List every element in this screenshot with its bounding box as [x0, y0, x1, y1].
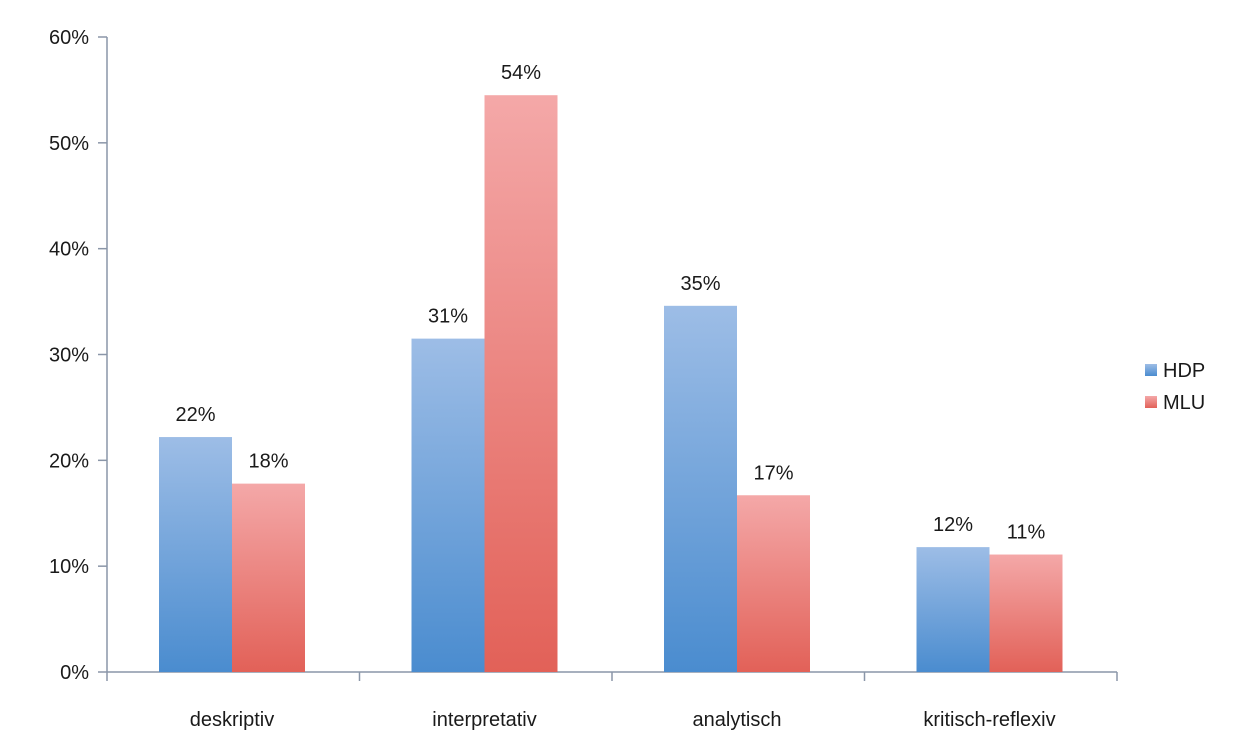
- data-label-mlu-1: 18%: [248, 451, 288, 473]
- data-label-hdp-4: 12%: [933, 514, 973, 536]
- x-category-label: kritisch-reflexiv: [923, 709, 1055, 731]
- y-tick-label: 50%: [49, 133, 89, 155]
- x-category-label: interpretativ: [432, 709, 537, 731]
- legend: HDP MLU: [1145, 360, 1205, 414]
- bars: [159, 95, 1063, 673]
- x-axis: deskriptiv interpretativ analytisch kritisc…: [106, 671, 1118, 731]
- y-axis: 0% 10% 20% 30% 40% 50% 60%: [49, 27, 108, 684]
- bar-hdp-1: [159, 437, 232, 672]
- data-label-mlu-3: 17%: [753, 462, 793, 484]
- legend-swatch-mlu: [1145, 396, 1157, 408]
- y-tick-label: 40%: [49, 239, 89, 261]
- bar-hdp-2: [411, 338, 485, 672]
- x-category-label: deskriptiv: [190, 709, 274, 731]
- legend-label-mlu: MLU: [1163, 392, 1205, 414]
- data-labels: 22% 31% 35% 12% 18% 54% 17% 11%: [175, 62, 1045, 543]
- data-label-mlu-2: 54%: [501, 62, 541, 84]
- bar-mlu-3: [737, 495, 810, 672]
- data-label-mlu-4: 11%: [1007, 522, 1046, 544]
- legend-label-hdp: HDP: [1163, 360, 1205, 382]
- y-tick-label: 60%: [49, 27, 89, 49]
- data-label-hdp-1: 22%: [175, 404, 215, 426]
- bar-hdp-4: [916, 547, 990, 672]
- y-tick-label: 20%: [49, 450, 89, 472]
- bar-hdp-3: [664, 305, 737, 672]
- data-label-hdp-3: 35%: [680, 273, 720, 295]
- y-tick-label: 10%: [49, 556, 89, 578]
- x-category-label: analytisch: [693, 709, 782, 731]
- bar-mlu-1: [232, 483, 305, 672]
- y-tick-label: 30%: [49, 345, 89, 367]
- y-tick-label: 0%: [60, 662, 89, 684]
- bar-mlu-4: [989, 554, 1063, 672]
- legend-swatch-hdp: [1145, 364, 1157, 376]
- data-label-hdp-2: 31%: [428, 306, 468, 328]
- bar-mlu-2: [484, 95, 558, 673]
